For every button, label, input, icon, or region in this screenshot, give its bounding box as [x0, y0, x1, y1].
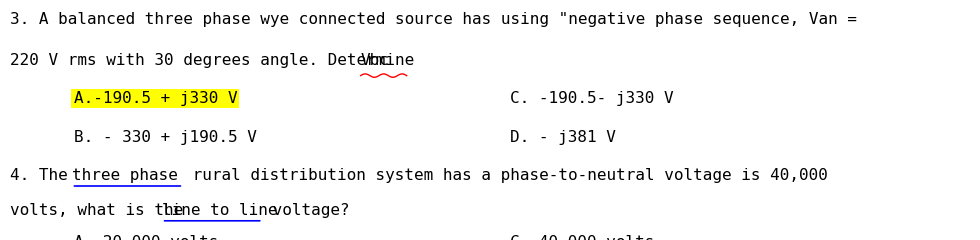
Text: line to line: line to line — [162, 203, 277, 218]
Text: D. - j381 V: D. - j381 V — [510, 130, 615, 144]
Text: 4. The: 4. The — [10, 168, 77, 183]
Text: voltage?: voltage? — [263, 203, 349, 218]
Text: B. - 330 + j190.5 V: B. - 330 + j190.5 V — [74, 130, 257, 144]
Text: C. -190.5- j330 V: C. -190.5- j330 V — [510, 91, 673, 106]
Text: A. 20,000 volts: A. 20,000 volts — [74, 235, 218, 240]
Text: 220 V rms with 30 degrees angle. Determine: 220 V rms with 30 degrees angle. Determi… — [10, 53, 423, 68]
Text: A.-190.5 + j330 V: A.-190.5 + j330 V — [74, 91, 237, 106]
Text: 3. A balanced three phase wye connected source has using "negative phase sequenc: 3. A balanced three phase wye connected … — [10, 12, 857, 27]
Text: volts, what is the: volts, what is the — [10, 203, 193, 218]
Text: C. 40,000 volts: C. 40,000 volts — [510, 235, 654, 240]
Text: Vbc: Vbc — [361, 53, 389, 68]
Text: rural distribution system has a phase-to-neutral voltage is 40,000: rural distribution system has a phase-to… — [183, 168, 828, 183]
Text: three phase: three phase — [72, 168, 177, 183]
